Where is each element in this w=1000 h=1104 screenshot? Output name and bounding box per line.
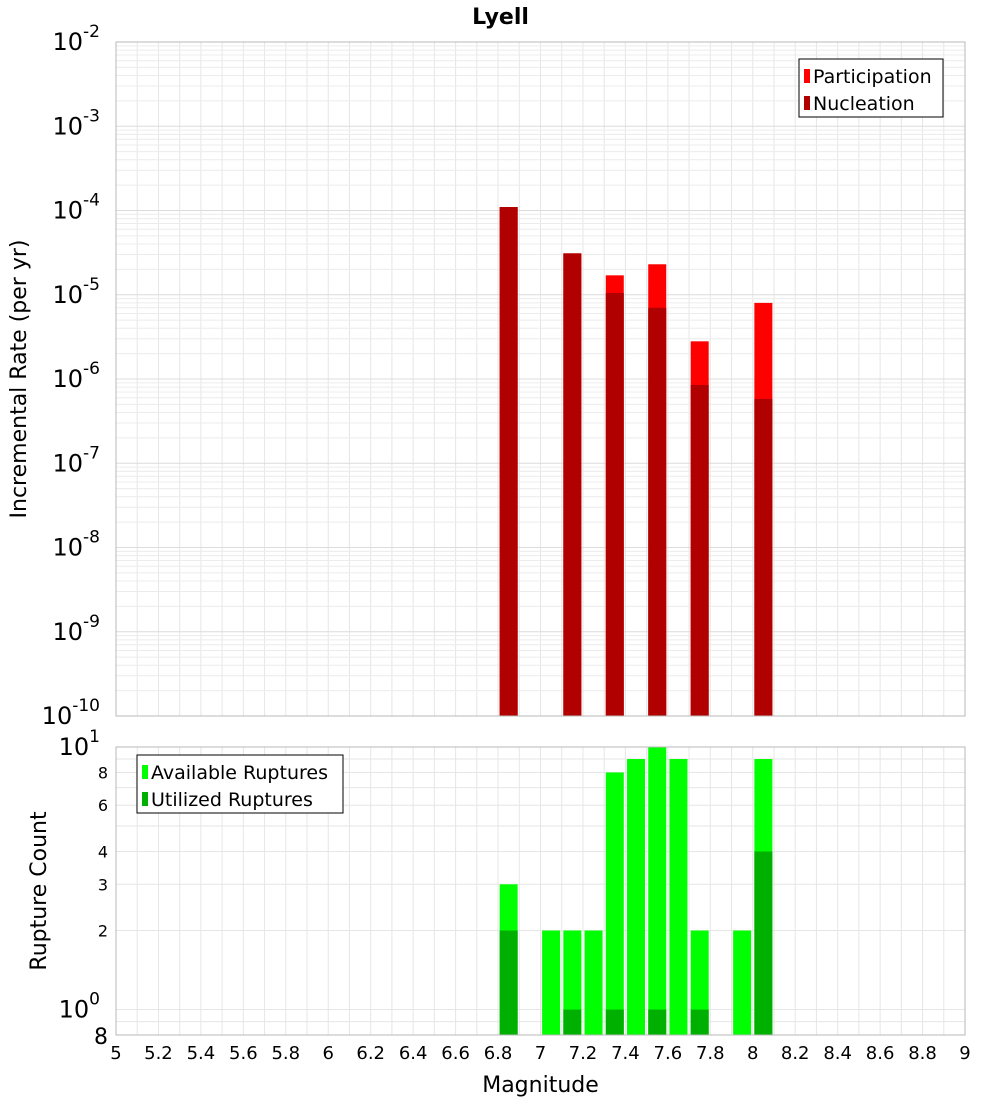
top-y-tick-label: 10-3 <box>53 106 101 140</box>
nucleation-bar <box>605 292 624 716</box>
tick-exponent: 1 <box>89 727 100 747</box>
available-ruptures-bar <box>584 930 603 1035</box>
tick-exponent: -10 <box>72 696 100 716</box>
legend-swatch <box>804 96 810 110</box>
top-y-tick-label: 10-2 <box>53 22 101 56</box>
tick-base: 10 <box>53 281 84 309</box>
legend-box <box>136 754 344 814</box>
top-y-tick-label: 10-5 <box>53 275 101 309</box>
nucleation-bar <box>690 384 709 716</box>
tick-base: 10 <box>59 733 90 761</box>
tick-base: 10 <box>53 449 84 477</box>
available-ruptures-bar <box>605 772 624 1035</box>
tick-base: 10 <box>53 618 84 646</box>
tick-exponent: -5 <box>83 275 100 295</box>
x-tick-label: 5.8 <box>271 1043 300 1064</box>
x-tick-label: 9 <box>959 1043 970 1064</box>
tick-base: 10 <box>53 28 84 56</box>
legend-swatch <box>804 69 810 83</box>
bottom-plot-border <box>115 746 966 1036</box>
tick-base: 10 <box>53 365 84 393</box>
tick-base: 10 <box>53 112 84 140</box>
x-tick-label: 5 <box>110 1043 121 1064</box>
available-ruptures-bar <box>733 930 752 1035</box>
nucleation-bar <box>648 307 667 716</box>
bottom-y-tick-label: 8 <box>98 763 108 782</box>
x-tick-label: 8.8 <box>908 1043 937 1064</box>
x-tick-label: 6 <box>323 1043 334 1064</box>
nucleation-bar <box>754 398 773 716</box>
x-tick-label: 6.2 <box>356 1043 385 1064</box>
x-tick-label: 6.6 <box>441 1043 470 1064</box>
legend-label: Participation <box>813 66 932 88</box>
tick-base: 10 <box>42 702 73 730</box>
tick-exponent: -4 <box>83 191 100 211</box>
chart-title: Lyell <box>472 5 529 30</box>
x-tick-label: 6.8 <box>484 1043 513 1064</box>
top-y-tick-label: 10-6 <box>53 359 101 393</box>
available-ruptures-bar <box>648 747 667 1035</box>
available-ruptures-bar <box>563 930 582 1035</box>
top-y-tick-label: 10-10 <box>42 696 100 730</box>
bottom-y-tick-label: 3 <box>98 875 108 894</box>
top-y-tick-label: 10-8 <box>53 528 101 562</box>
utilized-ruptures-bar <box>648 1009 667 1035</box>
tick-exponent: 0 <box>89 990 100 1010</box>
utilized-ruptures-bar <box>754 851 773 1035</box>
legend-label: Utilized Ruptures <box>151 789 313 811</box>
legend-label: Available Ruptures <box>151 762 328 784</box>
tick-base: 10 <box>59 996 90 1024</box>
available-ruptures-bar <box>669 759 688 1035</box>
legend-box <box>798 58 944 118</box>
top-y-axis-label: Incremental Rate (per yr) <box>7 240 32 519</box>
top-y-tick-label: 10-4 <box>53 191 101 225</box>
bottom-y-tick-label: 101 <box>59 727 100 761</box>
available-ruptures-bar <box>542 930 561 1035</box>
bottom-y-tick-label: 6 <box>98 796 108 815</box>
legend-swatch <box>142 765 148 779</box>
legend-swatch <box>142 792 148 806</box>
top-y-tick-label: 10-7 <box>53 443 101 477</box>
x-tick-label: 8.2 <box>781 1043 810 1064</box>
x-tick-label: 7.8 <box>696 1043 725 1064</box>
available-ruptures-bar <box>627 759 646 1035</box>
utilized-ruptures-bar <box>499 930 518 1035</box>
bottom-y-tick-label: 8 <box>94 1025 108 1050</box>
top-plot-border <box>115 41 966 717</box>
available-ruptures-bar <box>690 930 709 1035</box>
x-tick-label: 8 <box>747 1043 758 1064</box>
utilized-ruptures-bar <box>605 1009 624 1035</box>
x-tick-label: 7 <box>535 1043 546 1064</box>
bottom-y-tick-label: 2 <box>98 922 108 941</box>
x-tick-label: 6.4 <box>399 1043 428 1064</box>
x-tick-label: 7.4 <box>611 1043 640 1064</box>
utilized-ruptures-bar <box>563 1009 582 1035</box>
nucleation-bar <box>563 253 582 716</box>
bottom-y-tick-label: 4 <box>98 842 108 861</box>
x-axis-label: Magnitude <box>482 1073 599 1098</box>
x-tick-label: 5.2 <box>144 1043 173 1064</box>
tick-exponent: -7 <box>83 443 100 463</box>
top-y-tick-label: 10-9 <box>53 612 101 646</box>
x-tick-label: 5.6 <box>229 1043 258 1064</box>
tick-exponent: -8 <box>83 528 100 548</box>
x-tick-label: 8.6 <box>866 1043 895 1064</box>
tick-base: 10 <box>53 534 84 562</box>
legend-label: Nucleation <box>813 93 915 115</box>
tick-exponent: -9 <box>83 612 100 632</box>
x-tick-label: 7.2 <box>569 1043 598 1064</box>
x-tick-label: 7.6 <box>654 1043 683 1064</box>
nucleation-bar <box>499 207 518 716</box>
x-tick-label: 8.4 <box>823 1043 852 1064</box>
tick-exponent: -2 <box>83 22 100 42</box>
tick-exponent: -3 <box>83 106 100 126</box>
tick-base: 10 <box>53 197 84 225</box>
tick-exponent: -6 <box>83 359 100 379</box>
x-tick-label: 5.4 <box>187 1043 216 1064</box>
utilized-ruptures-bar <box>690 1009 709 1035</box>
bottom-y-tick-label: 100 <box>59 990 100 1024</box>
bottom-y-axis-label: Rupture Count <box>27 811 52 971</box>
